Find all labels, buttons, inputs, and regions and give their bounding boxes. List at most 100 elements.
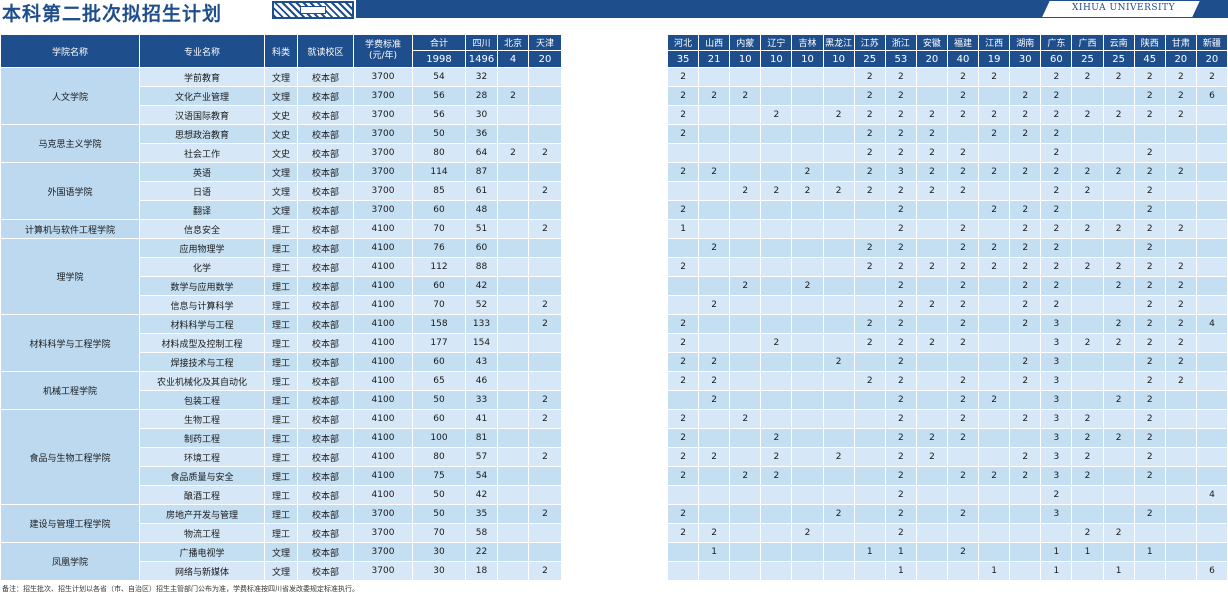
- province-plan: [1071, 86, 1104, 106]
- province-plan: [666, 390, 700, 410]
- province-plan: [791, 466, 824, 486]
- tuition-fee: 3700: [353, 86, 413, 106]
- province-plan: [760, 257, 793, 277]
- province-plan: [760, 371, 793, 391]
- province-plan: 2: [791, 162, 824, 182]
- province-plan: [1071, 390, 1104, 410]
- total-province: 20: [1195, 50, 1228, 68]
- tianjin-plan: [528, 200, 562, 220]
- province-plan: 2: [884, 200, 917, 220]
- province-plan: [666, 181, 700, 201]
- subject-type: 文理: [264, 542, 298, 562]
- province-plan: 1: [853, 542, 886, 562]
- province-plan: [1195, 352, 1228, 372]
- province-plan: 2: [946, 257, 980, 277]
- province-plan: 2: [1009, 124, 1042, 144]
- province-plan: 2: [1102, 105, 1135, 125]
- province-plan: [978, 485, 1011, 505]
- province-plan: 3: [1040, 333, 1073, 353]
- province-plan: [946, 447, 980, 467]
- province-plan: 2: [1009, 238, 1042, 258]
- province-plan: 2: [666, 352, 700, 372]
- sichuan-plan: 58: [465, 523, 498, 543]
- subject-type: 文史: [264, 105, 298, 125]
- tianjin-plan: [528, 523, 562, 543]
- province-plan: 2: [1133, 504, 1166, 524]
- province-plan: 2: [1009, 219, 1042, 239]
- table-row: 物流工程 理工 校本部 3700 70 58: [1, 523, 562, 543]
- province-plan: [822, 561, 855, 581]
- province-plan: [760, 352, 793, 372]
- province-plan: [978, 371, 1011, 391]
- tianjin-plan: [528, 333, 562, 353]
- province-plan: [1164, 181, 1197, 201]
- table-row: 建设与管理工程学院 房地产开发与管理 理工 校本部 3700 50 35 2: [0, 504, 562, 543]
- province-plan: 2: [1009, 162, 1042, 182]
- beijing-plan: [497, 561, 529, 581]
- province-plan: 2: [760, 428, 793, 448]
- beijing-plan: [497, 200, 529, 220]
- province-plan: [1195, 143, 1228, 163]
- total-plan: 100: [412, 428, 466, 448]
- province-plan: [853, 523, 886, 543]
- beijing-plan: [497, 504, 529, 524]
- province-plan: [666, 143, 700, 163]
- province-plan: [1102, 86, 1135, 106]
- province-plan: [729, 447, 762, 467]
- province-plan: 2: [1133, 181, 1166, 201]
- sichuan-plan: 81: [465, 428, 498, 448]
- subject-type: 理工: [264, 485, 298, 505]
- tianjin-plan: 2: [528, 504, 562, 524]
- table-row: 2 2 2 2 3 2: [666, 504, 1228, 524]
- province-plan: 2: [1102, 276, 1135, 296]
- beijing-plan: [497, 333, 529, 353]
- col-province: 吉林: [791, 34, 824, 51]
- province-plan: 2: [1102, 333, 1135, 353]
- province-plan: 2: [1071, 257, 1104, 277]
- col-province: 辽宁: [760, 34, 793, 51]
- province-plan: 2: [1102, 523, 1135, 543]
- campus: 校本部: [297, 295, 354, 315]
- major-name: 物流工程: [139, 523, 265, 543]
- province-plan: [698, 257, 731, 277]
- province-plan: 2: [1071, 162, 1104, 182]
- province-plan: [1195, 504, 1228, 524]
- total-plan: 60: [412, 352, 466, 372]
- right-header-row: 河北 山西 内蒙 辽宁 吉林 黑龙江 江苏 浙江 安徽 福建 江西 湖南 广东 广西 云南 陕西 甘肃 新疆: [666, 34, 1228, 51]
- total-plan: 177: [412, 333, 466, 353]
- col-province: 陕西: [1133, 34, 1166, 51]
- province-plan: [822, 523, 855, 543]
- province-plan: 2: [1133, 295, 1166, 315]
- province-plan: [1195, 447, 1228, 467]
- province-plan: [1009, 428, 1042, 448]
- province-plan: [1102, 542, 1135, 562]
- campus: 校本部: [297, 86, 354, 106]
- province-plan: 2: [666, 162, 700, 182]
- beijing-plan: [497, 371, 529, 391]
- province-plan: 2: [822, 447, 855, 467]
- sichuan-plan: 42: [465, 276, 498, 296]
- province-plan: [729, 504, 762, 524]
- total-beijing: 4: [497, 50, 529, 68]
- beijing-plan: [497, 485, 529, 505]
- province-plan: [729, 143, 762, 163]
- province-plan: [1102, 409, 1135, 429]
- table-row: 网络与新媒体 文理 校本部 3700 30 18 2: [1, 561, 562, 581]
- col-campus: 就读校区: [297, 34, 354, 68]
- total-plan: 75: [412, 466, 466, 486]
- province-plan: [1071, 143, 1104, 163]
- table-row: 人文学院 学前教育 文理 校本部 3700 54 32: [0, 67, 562, 125]
- campus: 校本部: [297, 523, 354, 543]
- province-plan: 2: [666, 447, 700, 467]
- subject-type: 理工: [264, 333, 298, 353]
- province-plan: [760, 390, 793, 410]
- province-plan: [729, 200, 762, 220]
- province-plan: 2: [822, 105, 855, 125]
- tianjin-plan: 2: [528, 143, 562, 163]
- province-plan: 2: [729, 409, 762, 429]
- province-plan: 2: [822, 504, 855, 524]
